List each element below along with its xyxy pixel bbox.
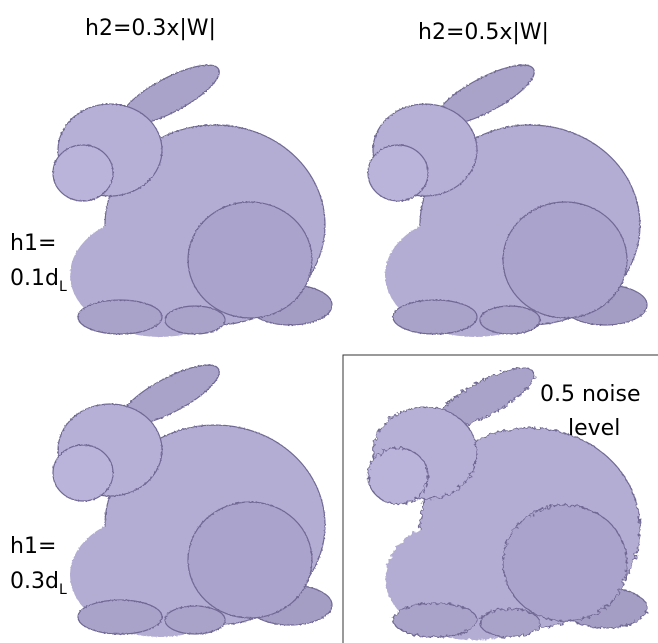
figure: h2=0.3x|W| h2=0.5x|W| h1= 0.1dL h1= 0.3d… xyxy=(0,0,658,643)
row-label: 0.3dL xyxy=(10,571,67,597)
panel-label: level xyxy=(568,418,620,440)
row-label-text: 0.3d xyxy=(10,569,59,594)
figure-canvas xyxy=(0,0,658,643)
row-label: h1= xyxy=(10,536,56,558)
panel-label: 0.5 noise xyxy=(540,384,641,406)
row-label-subscript: L xyxy=(59,279,67,295)
column-label: h2=0.3x|W| xyxy=(85,18,216,40)
row-label-text: 0.1d xyxy=(10,266,59,291)
bunny-image xyxy=(53,354,332,637)
row-label-subscript: L xyxy=(59,582,67,598)
bunny-image xyxy=(368,54,647,337)
bunny-image xyxy=(53,54,332,337)
column-label: h2=0.5x|W| xyxy=(418,22,549,44)
row-label: 0.1dL xyxy=(10,268,67,294)
row-label: h1= xyxy=(10,233,56,255)
